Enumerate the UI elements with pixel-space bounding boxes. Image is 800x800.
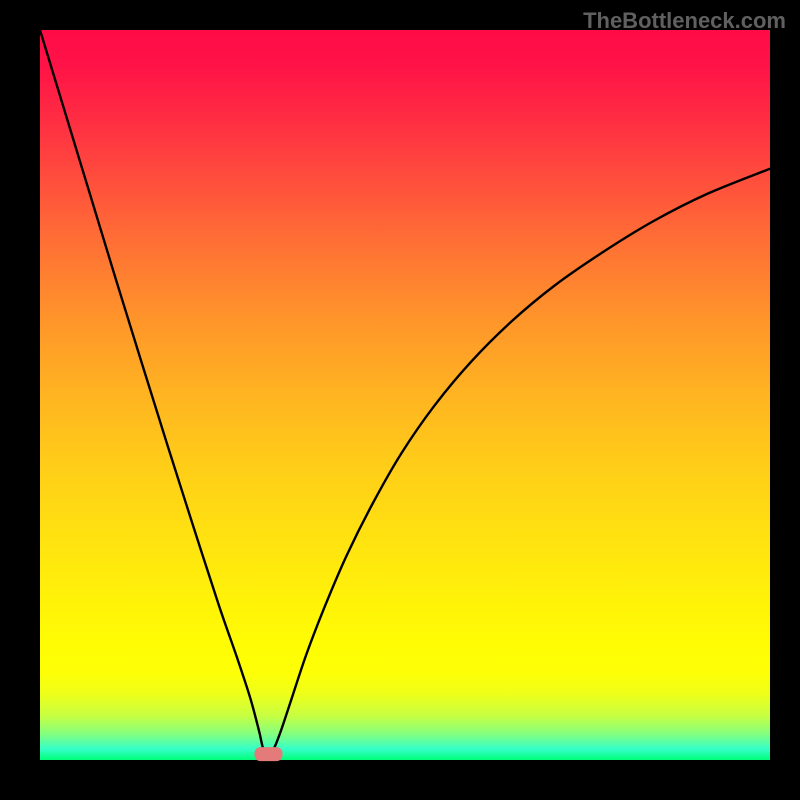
chart-background-gradient (40, 30, 770, 760)
chart-svg (0, 0, 800, 800)
bottleneck-chart: TheBottleneck.com (0, 0, 800, 800)
watermark-text: TheBottleneck.com (583, 8, 786, 34)
cusp-marker (254, 747, 282, 761)
